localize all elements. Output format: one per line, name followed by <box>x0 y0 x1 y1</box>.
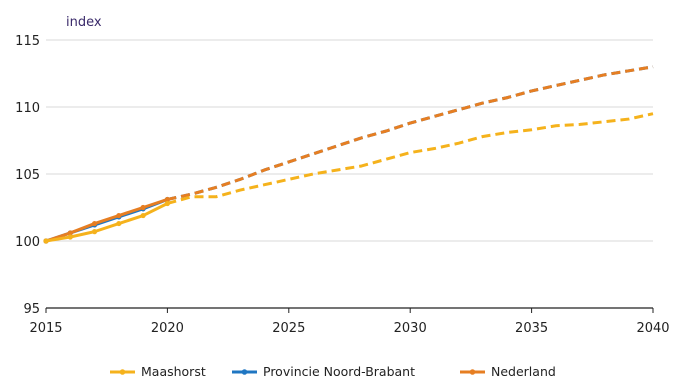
data-point <box>91 229 98 235</box>
data-point <box>140 212 146 219</box>
y-tick-label: 95 <box>23 302 40 317</box>
legend-item: Nederland <box>460 364 556 379</box>
data-point <box>164 196 170 203</box>
legend-label: Maashorst <box>141 364 206 379</box>
legend-marker <box>469 369 476 375</box>
data-point <box>67 230 73 236</box>
data-point <box>116 212 122 219</box>
legend-label: Provincie Noord-Brabant <box>263 364 415 379</box>
legend-marker <box>241 369 248 375</box>
series-nederland <box>43 65 654 244</box>
x-tick-label: 2030 <box>394 321 427 336</box>
y-axis-label: index <box>66 15 102 30</box>
series-maashorst <box>43 112 654 244</box>
gridlines <box>46 39 653 242</box>
series-line-forecast <box>167 65 654 201</box>
data-point <box>43 238 49 244</box>
data-point <box>164 200 170 207</box>
x-tick-label: 2035 <box>515 321 548 336</box>
data-point <box>140 204 146 211</box>
legend-marker <box>119 369 126 375</box>
data-point <box>67 234 73 240</box>
y-tick-label: 110 <box>15 101 40 116</box>
legend-label: Nederland <box>491 364 556 379</box>
y-tick-label: 115 <box>15 34 40 49</box>
series-line-observed <box>44 201 169 243</box>
legend: Maashorst Provincie Noord-Brabant Nederlan… <box>110 364 556 379</box>
axes: 95 100 105 110 115 2015 2020 2025 2030 2035 2040 <box>15 34 669 336</box>
x-tick-label: 2015 <box>29 321 62 336</box>
series-line-observed <box>44 197 169 243</box>
series-line-forecast <box>167 112 654 205</box>
legend-item: Provincie Noord-Brabant <box>232 364 415 379</box>
y-tick-label: 105 <box>15 168 40 183</box>
x-tick-label: 2020 <box>151 321 184 336</box>
data-point <box>91 220 98 227</box>
x-tick-label: 2025 <box>272 321 305 336</box>
series-group <box>43 65 654 244</box>
legend-item: Maashorst <box>110 364 206 379</box>
y-tick-label: 100 <box>15 235 40 250</box>
data-point <box>116 220 122 227</box>
x-tick-label: 2040 <box>636 321 669 336</box>
